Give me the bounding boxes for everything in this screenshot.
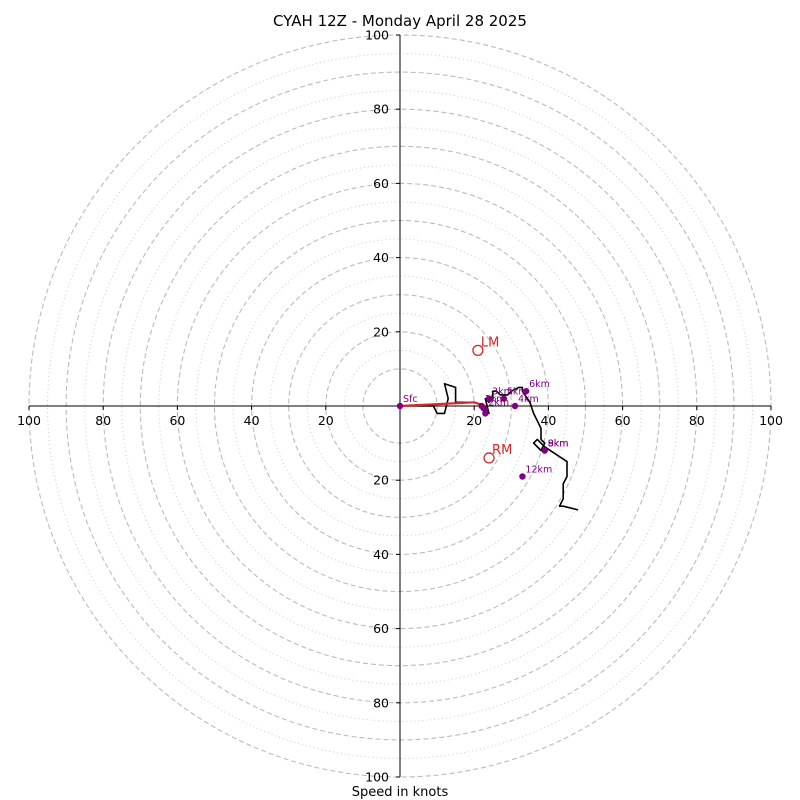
x-tick-label: 20: [318, 413, 334, 428]
height-point-label: 2km: [488, 398, 509, 409]
x-axis-label: Speed in knots: [352, 785, 449, 800]
height-point-label: 6km: [529, 379, 550, 390]
x-tick-label: 60: [169, 413, 185, 428]
x-tick-label: 100: [759, 413, 783, 428]
storm-motion-label: LM: [481, 335, 499, 350]
y-tick-label: 20: [373, 324, 389, 339]
storm-motion-marker: [472, 344, 484, 357]
height-point: [522, 387, 530, 395]
x-tick-label: 80: [689, 413, 705, 428]
height-point: [519, 473, 526, 480]
height-point-label: 9km: [548, 439, 569, 450]
height-point-label: Sfc: [403, 394, 418, 405]
height-point: [511, 402, 519, 410]
height-point: [541, 447, 548, 454]
height-point-label: 5km: [507, 387, 528, 398]
y-tick-label: 80: [373, 695, 389, 710]
storm-motion-marker: [483, 452, 495, 464]
y-tick-label: 60: [373, 621, 389, 636]
height-point-label: 3km: [492, 387, 513, 398]
height-point: [485, 395, 493, 402]
height-point-label: 8km: [548, 439, 569, 450]
x-tick-label: 40: [540, 413, 556, 428]
y-tick-label: 40: [373, 250, 389, 265]
tick-labels: 100 80 60 40 20 20 40 60 80 100 100 80 60 40 20 20 40 60 8…: [17, 28, 783, 785]
y-tick-label: 20: [373, 473, 389, 488]
x-tick-label: 20: [466, 413, 482, 428]
y-tick-label: 100: [365, 28, 389, 43]
y-tick-label: 100: [365, 770, 389, 785]
y-tick-label: 60: [373, 176, 389, 191]
x-tick-label: 100: [17, 413, 41, 428]
height-point-label: 4km: [518, 394, 539, 405]
y-tick-label: 40: [373, 547, 389, 562]
height-point-label: 1km: [485, 394, 506, 405]
height-point: [396, 402, 404, 410]
storm-motion-label: RM: [492, 443, 512, 458]
x-tick-label: 80: [95, 413, 111, 428]
x-tick-label: 40: [244, 413, 260, 428]
y-tick-label: 80: [373, 102, 389, 117]
height-point-label: 12km: [525, 464, 552, 475]
x-tick-label: 60: [615, 413, 631, 428]
height-point: [482, 410, 489, 417]
height-point: [500, 395, 508, 402]
chart-title: CYAH 12Z - Monday April 28 2025: [273, 12, 527, 30]
hodograph-line: [400, 382, 579, 511]
storm-motion-markers: LM RM: [472, 335, 512, 464]
